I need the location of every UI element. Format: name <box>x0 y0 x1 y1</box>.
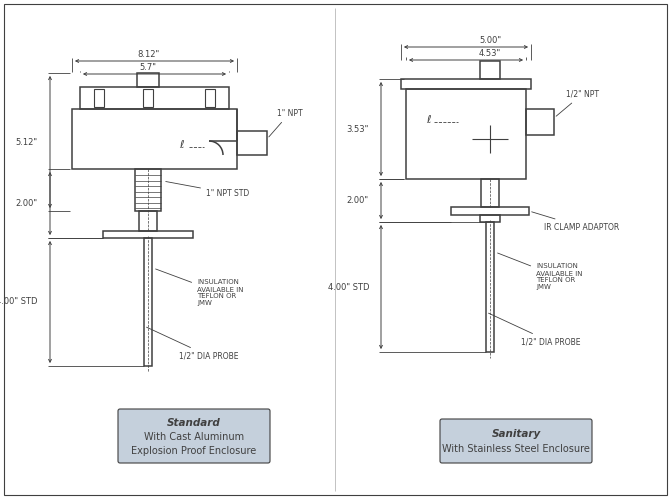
FancyBboxPatch shape <box>440 419 592 463</box>
Text: ℓ: ℓ <box>178 140 183 150</box>
Bar <box>94 89 104 107</box>
Text: 3.53": 3.53" <box>347 124 369 134</box>
Bar <box>406 89 526 179</box>
Text: 1/2" NPT: 1/2" NPT <box>556 89 599 116</box>
Bar <box>139 211 157 231</box>
Bar <box>205 89 215 107</box>
Bar <box>144 238 152 366</box>
Text: 2.00": 2.00" <box>16 199 38 208</box>
Text: 1/2" DIA PROBE: 1/2" DIA PROBE <box>488 313 580 346</box>
Bar <box>480 215 500 222</box>
Text: Standard: Standard <box>167 418 221 428</box>
Text: INSULATION
AVAILABLE IN
TEFLON OR
JMW: INSULATION AVAILABLE IN TEFLON OR JMW <box>156 269 244 306</box>
Text: Sanitary: Sanitary <box>491 429 541 439</box>
Bar <box>486 222 494 352</box>
Bar <box>72 109 237 169</box>
Text: 2.00": 2.00" <box>347 196 369 205</box>
Bar <box>480 61 500 79</box>
Bar <box>237 131 267 155</box>
Bar <box>80 87 229 109</box>
Bar <box>143 89 153 107</box>
Bar <box>481 179 499 207</box>
Bar <box>401 79 531 89</box>
Text: 1" NPT STD: 1" NPT STD <box>166 182 249 198</box>
Bar <box>451 207 529 215</box>
Text: With Stainless Steel Enclosure: With Stainless Steel Enclosure <box>442 444 590 454</box>
Text: 1/2" DIA PROBE: 1/2" DIA PROBE <box>146 327 238 360</box>
Text: 5.00": 5.00" <box>479 35 501 44</box>
Text: Explosion Proof Enclosure: Explosion Proof Enclosure <box>132 446 256 456</box>
Text: 5.7": 5.7" <box>140 62 156 71</box>
Text: IR CLAMP ADAPTOR: IR CLAMP ADAPTOR <box>531 212 619 232</box>
Bar <box>137 73 159 87</box>
Text: INSULATION
AVAILABLE IN
TEFLON OR
JMW: INSULATION AVAILABLE IN TEFLON OR JMW <box>498 253 582 290</box>
Text: 4.53": 4.53" <box>479 48 501 57</box>
Bar <box>135 169 161 211</box>
Text: With Cast Aluminum: With Cast Aluminum <box>144 432 244 442</box>
Text: 5.12": 5.12" <box>16 138 38 147</box>
Text: 4.00" STD: 4.00" STD <box>327 282 369 291</box>
Bar <box>526 109 554 135</box>
Text: 4.00" STD: 4.00" STD <box>0 297 38 306</box>
Bar <box>103 231 193 238</box>
Text: 1" NPT: 1" NPT <box>269 108 303 137</box>
FancyBboxPatch shape <box>118 409 270 463</box>
Text: 8.12": 8.12" <box>137 49 159 58</box>
Text: ℓ: ℓ <box>425 115 430 125</box>
